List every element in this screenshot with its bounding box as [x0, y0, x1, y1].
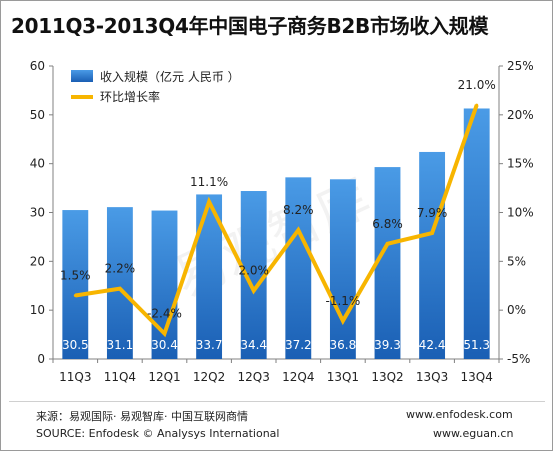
growth-value-label: -2.4% — [147, 307, 182, 321]
x-tick-label: 12Q4 — [282, 370, 314, 384]
x-tick-label: 13Q3 — [416, 370, 448, 384]
y-left-tick-label: 10 — [30, 303, 45, 317]
x-tick-label: 13Q4 — [461, 370, 493, 384]
growth-value-label: 1.5% — [60, 269, 91, 283]
growth-value-label: 21.0% — [458, 78, 496, 92]
x-tick-label: 13Q1 — [327, 370, 359, 384]
legend-line-label: 环比增长率 — [100, 89, 160, 104]
source-text-en: SOURCE: Enfodesk © Analysys Internationa… — [36, 427, 280, 440]
y-left-tick-label: 60 — [30, 59, 45, 73]
growth-value-label: 8.2% — [283, 203, 314, 217]
bar-value-label: 34.4 — [240, 338, 267, 352]
source-divider — [9, 401, 545, 402]
y-left-tick-label: 50 — [30, 108, 45, 122]
bar — [285, 177, 312, 359]
bar-value-label: 33.7 — [196, 338, 223, 352]
growth-point — [163, 332, 166, 336]
growth-value-label: 11.1% — [190, 175, 228, 189]
growth-point — [430, 231, 434, 235]
bar — [419, 151, 446, 359]
source-site-2: www.eguan.cn — [433, 427, 514, 440]
bar — [374, 167, 401, 359]
chart-title: 2011Q3-2013Q4年中国电子商务B2B市场收入规模 — [11, 14, 489, 38]
growth-point — [118, 287, 122, 291]
axes: 0 10 20 30 40 50 60 -5% 0% 5% 10% 15% 20% 25% 11Q3 11Q4… — [30, 59, 534, 384]
y-right-tick-label: 25% — [507, 59, 534, 73]
y-right-tick-label: 10% — [507, 206, 534, 220]
growth-value-label: 2.2% — [105, 262, 136, 276]
x-tick-label: 12Q2 — [193, 370, 225, 384]
y-left-tick-label: 0 — [37, 352, 45, 366]
legend-bar-label: 收入规模（亿元 人民币 ） — [100, 69, 240, 84]
y-right-tick-label: 0% — [507, 303, 526, 317]
bar — [106, 207, 133, 359]
bar-value-label: 37.2 — [285, 338, 312, 352]
bar-value-label: 42.4 — [419, 338, 446, 352]
growth-line — [74, 104, 479, 338]
bar-value-label: 30.4 — [151, 338, 178, 352]
bar-value-label: 51.3 — [463, 338, 490, 352]
growth-value-label: 6.8% — [372, 217, 403, 231]
growth-point — [207, 200, 211, 204]
growth-point — [386, 242, 389, 246]
y-left-tick-label: 20 — [30, 254, 45, 268]
source-text-cn: 来源：易观国际· 易观智库· 中国互联网商情 — [36, 410, 248, 423]
y-right-tick-label: 20% — [507, 108, 534, 122]
growth-point — [341, 319, 345, 323]
bar — [62, 210, 89, 359]
y-right-tick-label: 15% — [507, 157, 534, 171]
growth-value-label: 2.0% — [238, 264, 269, 278]
y-left-tick-label: 40 — [30, 157, 45, 171]
growth-point — [475, 103, 479, 107]
bar — [151, 210, 178, 359]
y-left-tick-label: 30 — [30, 206, 45, 220]
growth-value-label: -1.1% — [325, 294, 360, 308]
legend: 收入规模（亿元 人民币 ） 环比增长率 — [71, 69, 240, 104]
bar-value-label: 36.8 — [330, 338, 357, 352]
y-right-tick-label: 5% — [507, 254, 526, 268]
source-site-1: www.enfodesk.com — [406, 408, 513, 421]
bar-value-label: 31.1 — [107, 338, 134, 352]
growth-point — [73, 294, 77, 298]
growth-point — [252, 289, 256, 293]
growth-point — [296, 228, 300, 232]
legend-bar-swatch — [71, 70, 93, 82]
x-tick-label: 11Q3 — [59, 370, 91, 384]
x-tick-label: 12Q3 — [238, 370, 270, 384]
x-tick-label: 11Q4 — [104, 370, 136, 384]
x-tick-label: 13Q2 — [371, 370, 403, 384]
growth-value-label: 7.9% — [417, 206, 448, 220]
bar-value-label: 30.5 — [62, 338, 89, 352]
bar — [329, 179, 356, 359]
line-series: 1.5% 2.2% -2.4% 11.1% 2.0% 8.2% -1.1% 6.8% 7.9% 2… — [60, 78, 496, 338]
x-tick-label: 12Q1 — [148, 370, 180, 384]
bar — [463, 108, 490, 359]
bar-value-label: 39.3 — [374, 338, 401, 352]
y-right-tick-label: -5% — [507, 352, 530, 366]
